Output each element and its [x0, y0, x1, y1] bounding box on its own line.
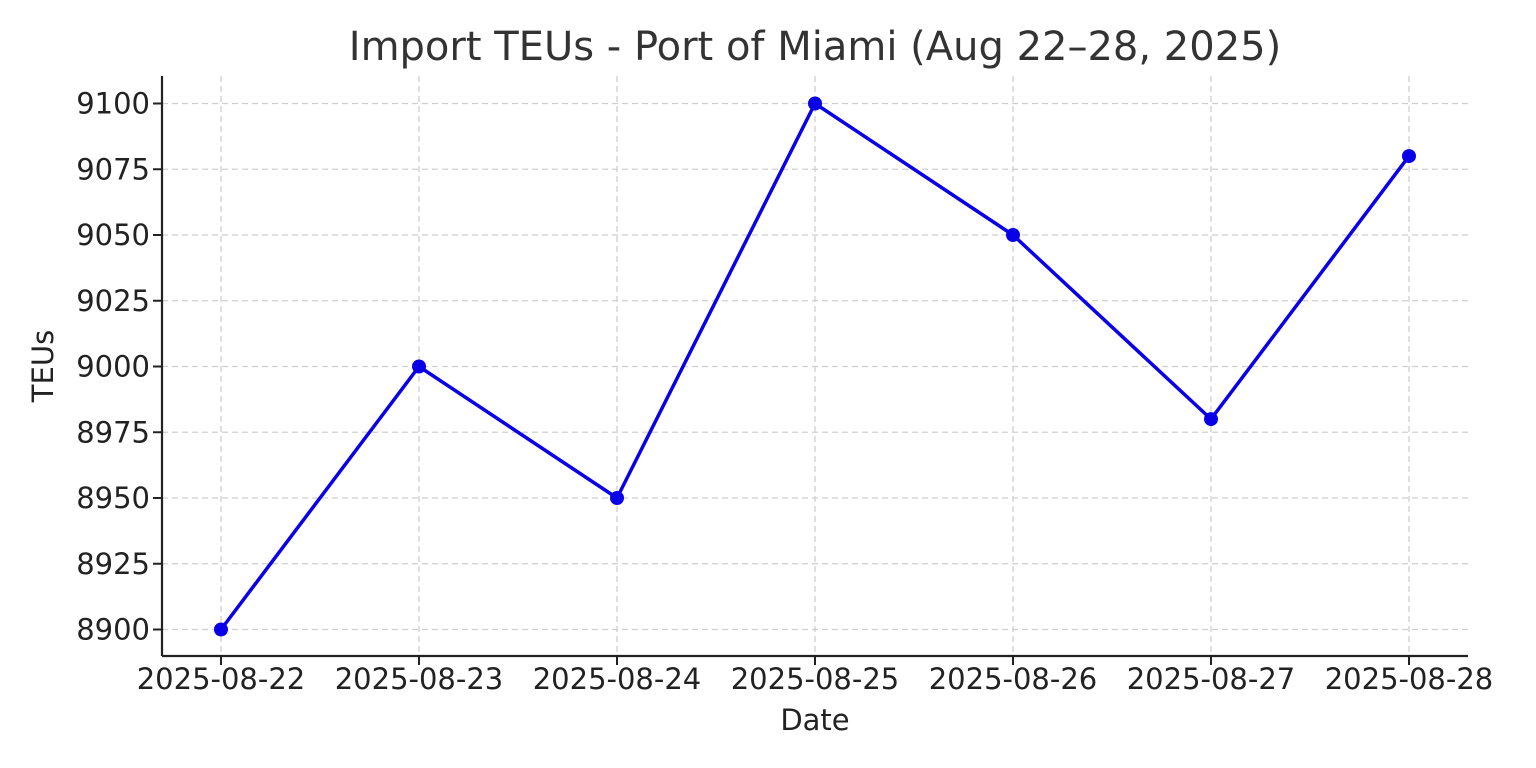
- chart-title: Import TEUs - Port of Miami (Aug 22–28, …: [349, 24, 1281, 70]
- data-point: [1402, 149, 1416, 164]
- x-tick-label: 2025-08-24: [533, 662, 702, 696]
- x-tick-label: 2025-08-25: [731, 662, 900, 696]
- x-tick-label: 2025-08-23: [335, 662, 504, 696]
- data-point: [412, 359, 426, 374]
- y-tick-label: 9025: [76, 284, 150, 318]
- x-tick-label: 2025-08-22: [137, 662, 306, 696]
- y-tick-label: 8950: [76, 481, 150, 515]
- ticks-layer: 8900 8925 8950 8975 9000 9025 9050 9075 9100 2025…: [76, 87, 1493, 697]
- data-point: [610, 491, 624, 505]
- y-tick-label: 8975: [76, 415, 150, 449]
- y-tick-label: 8900: [76, 613, 150, 647]
- y-tick-label: 9100: [76, 87, 150, 121]
- data-point: [1006, 228, 1020, 242]
- y-tick-label: 9000: [76, 350, 150, 384]
- x-tick-label: 2025-08-26: [929, 662, 1098, 696]
- data-point: [1204, 412, 1218, 427]
- x-axis-label: Date: [780, 703, 849, 737]
- data-point: [808, 96, 822, 111]
- series-layer: [214, 96, 1416, 637]
- y-tick-label: 9075: [76, 152, 150, 186]
- y-tick-label: 8925: [76, 547, 150, 581]
- y-axis-label: TEUs: [26, 330, 60, 403]
- grid-layer: [162, 76, 1468, 656]
- x-tick-label: 2025-08-28: [1325, 662, 1494, 696]
- y-tick-label: 9050: [76, 218, 150, 252]
- data-point: [214, 622, 228, 637]
- x-tick-label: 2025-08-27: [1127, 662, 1296, 696]
